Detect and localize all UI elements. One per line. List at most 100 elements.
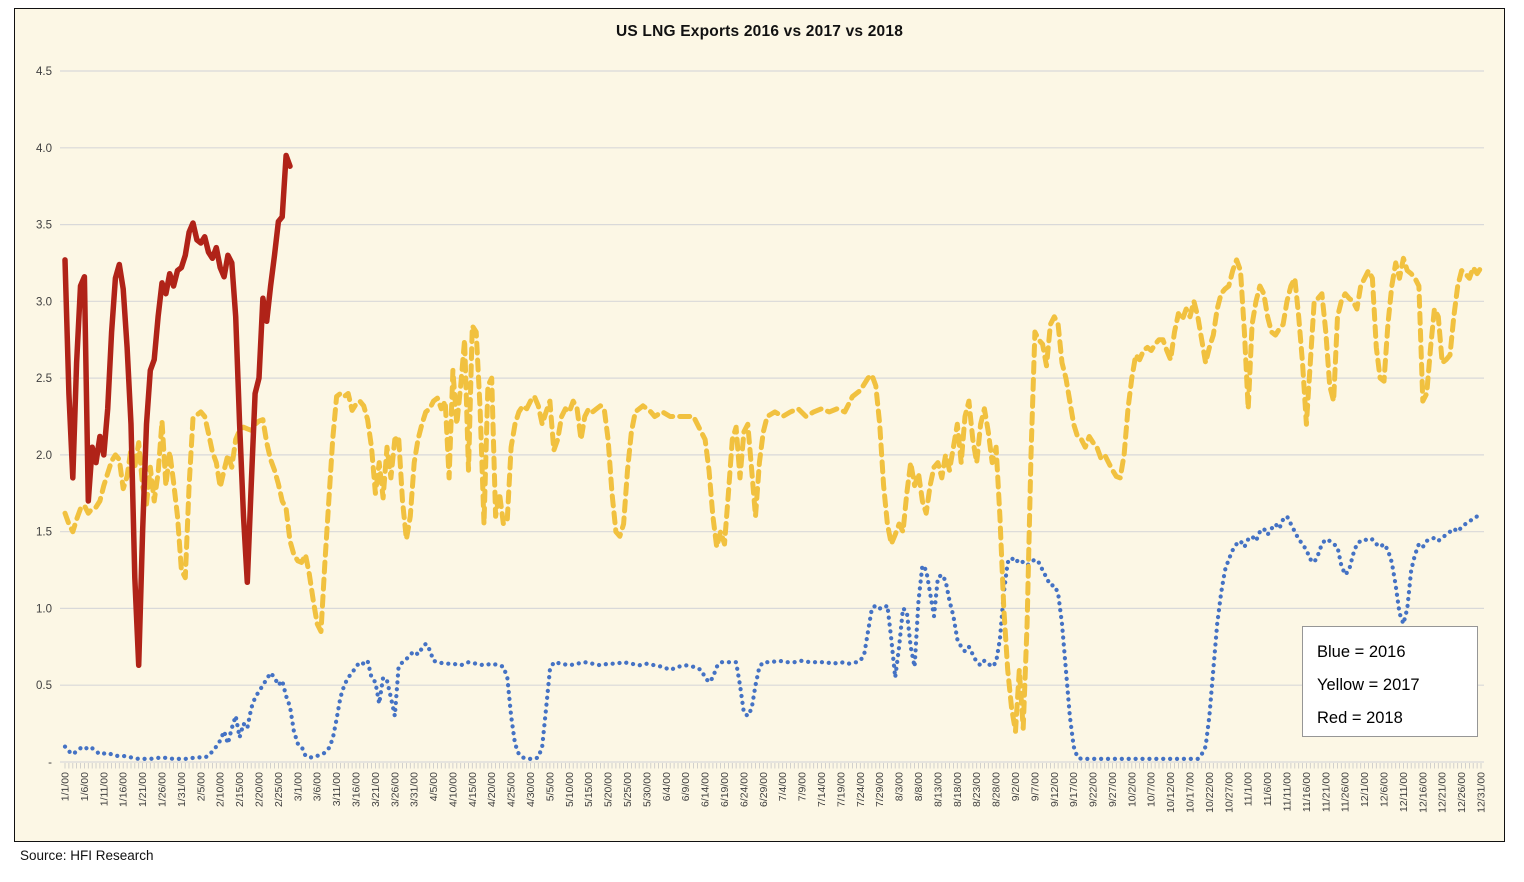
svg-text:12/21/00: 12/21/00 xyxy=(1437,772,1449,813)
svg-text:12/1/00: 12/1/00 xyxy=(1359,772,1371,807)
svg-text:1/31/00: 1/31/00 xyxy=(176,772,188,807)
svg-text:4/25/00: 4/25/00 xyxy=(506,772,518,807)
svg-text:6/4/00: 6/4/00 xyxy=(661,772,673,801)
gridlines xyxy=(60,70,1484,763)
svg-text:8/3/00: 8/3/00 xyxy=(894,772,906,801)
legend-line-2017: Yellow = 2017 xyxy=(1317,676,1420,694)
svg-text:9/22/00: 9/22/00 xyxy=(1088,772,1100,807)
svg-text:10/27/00: 10/27/00 xyxy=(1223,772,1235,813)
svg-text:5/10/00: 5/10/00 xyxy=(564,772,576,807)
svg-text:10/22/00: 10/22/00 xyxy=(1204,772,1216,813)
svg-text:7/24/00: 7/24/00 xyxy=(855,772,867,807)
svg-text:10/2/00: 10/2/00 xyxy=(1126,772,1138,807)
svg-text:3.0: 3.0 xyxy=(36,296,52,308)
svg-text:8/8/00: 8/8/00 xyxy=(913,772,925,801)
svg-text:7/4/00: 7/4/00 xyxy=(777,772,789,801)
svg-text:6/29/00: 6/29/00 xyxy=(758,772,770,807)
svg-text:1/1/00: 1/1/00 xyxy=(60,772,72,801)
svg-text:7/9/00: 7/9/00 xyxy=(797,772,809,801)
svg-text:5/5/00: 5/5/00 xyxy=(544,772,556,801)
series-2016-line xyxy=(62,511,1484,761)
series-2018-line xyxy=(62,152,293,669)
svg-text:3.5: 3.5 xyxy=(36,220,52,232)
svg-text:11/16/00: 11/16/00 xyxy=(1301,772,1313,812)
svg-text:7/19/00: 7/19/00 xyxy=(835,772,847,807)
legend-box: Blue = 2016 Yellow = 2017 Red = 2018 xyxy=(1302,626,1478,737)
svg-text:8/23/00: 8/23/00 xyxy=(971,772,983,807)
svg-text:3/31/00: 3/31/00 xyxy=(409,772,421,807)
series-2017-line xyxy=(62,255,1484,734)
svg-text:10/7/00: 10/7/00 xyxy=(1146,772,1158,807)
svg-text:3/21/00: 3/21/00 xyxy=(370,772,382,807)
svg-text:4/15/00: 4/15/00 xyxy=(467,772,479,807)
svg-text:9/7/00: 9/7/00 xyxy=(1029,772,1041,801)
svg-text:9/2/00: 9/2/00 xyxy=(1010,772,1022,801)
svg-text:2.5: 2.5 xyxy=(36,373,52,385)
svg-text:2/25/00: 2/25/00 xyxy=(273,772,285,807)
svg-text:1.5: 1.5 xyxy=(36,527,52,539)
svg-text:12/31/00: 12/31/00 xyxy=(1476,772,1488,813)
legend-line-2016: Blue = 2016 xyxy=(1317,643,1406,661)
svg-text:12/6/00: 12/6/00 xyxy=(1379,772,1391,807)
svg-text:10/17/00: 10/17/00 xyxy=(1185,772,1197,813)
svg-text:11/26/00: 11/26/00 xyxy=(1340,772,1352,812)
svg-text:-: - xyxy=(48,757,52,769)
svg-text:2/20/00: 2/20/00 xyxy=(254,772,266,807)
svg-text:9/12/00: 9/12/00 xyxy=(1049,772,1061,807)
legend-line-2018: Red = 2018 xyxy=(1317,709,1403,727)
svg-text:4.0: 4.0 xyxy=(36,143,52,155)
chart-title: US LNG Exports 2016 vs 2017 vs 2018 xyxy=(615,23,904,40)
svg-text:8/13/00: 8/13/00 xyxy=(932,772,944,807)
svg-text:8/28/00: 8/28/00 xyxy=(991,772,1003,807)
svg-text:6/24/00: 6/24/00 xyxy=(738,772,750,807)
svg-text:3/11/00: 3/11/00 xyxy=(331,772,343,806)
svg-text:1/26/00: 1/26/00 xyxy=(157,772,169,807)
svg-text:1/21/00: 1/21/00 xyxy=(137,772,149,807)
svg-text:5/15/00: 5/15/00 xyxy=(583,772,595,807)
source-note: Source: HFI Research xyxy=(20,848,154,863)
svg-text:0.5: 0.5 xyxy=(36,680,52,692)
svg-text:5/20/00: 5/20/00 xyxy=(603,772,615,807)
svg-text:7/29/00: 7/29/00 xyxy=(874,772,886,807)
svg-text:9/17/00: 9/17/00 xyxy=(1068,772,1080,807)
svg-text:9/27/00: 9/27/00 xyxy=(1107,772,1119,807)
svg-text:1/11/00: 1/11/00 xyxy=(98,772,110,806)
x-axis-labels: 1/1/00 1/6/00 1/11/00 1/16/00 1/21/00 1/26/00… xyxy=(60,772,1488,813)
x-axis-minor-ticks xyxy=(64,763,1482,769)
svg-text:6/9/00: 6/9/00 xyxy=(680,772,692,801)
chart-frame: US LNG Exports 2016 vs 2017 vs 2018 xyxy=(14,8,1505,842)
svg-text:5/30/00: 5/30/00 xyxy=(641,772,653,807)
svg-text:6/14/00: 6/14/00 xyxy=(700,772,712,807)
svg-text:11/1/00: 11/1/00 xyxy=(1243,772,1255,806)
svg-text:4.5: 4.5 xyxy=(36,66,52,78)
svg-text:3/16/00: 3/16/00 xyxy=(351,772,363,807)
svg-text:2/10/00: 2/10/00 xyxy=(215,772,227,807)
svg-text:12/16/00: 12/16/00 xyxy=(1417,772,1429,813)
svg-text:3/26/00: 3/26/00 xyxy=(389,772,401,807)
svg-text:4/10/00: 4/10/00 xyxy=(447,772,459,807)
svg-text:12/11/00: 12/11/00 xyxy=(1398,772,1410,812)
svg-text:4/30/00: 4/30/00 xyxy=(525,772,537,807)
svg-text:2/15/00: 2/15/00 xyxy=(234,772,246,807)
svg-text:11/11/00: 11/11/00 xyxy=(1282,772,1294,811)
svg-text:12/26/00: 12/26/00 xyxy=(1456,772,1468,813)
svg-text:1.0: 1.0 xyxy=(36,603,52,615)
svg-text:6/19/00: 6/19/00 xyxy=(719,772,731,807)
svg-text:3/1/00: 3/1/00 xyxy=(292,772,304,801)
svg-text:11/6/00: 11/6/00 xyxy=(1262,772,1274,806)
svg-text:10/12/00: 10/12/00 xyxy=(1165,772,1177,813)
svg-text:2.0: 2.0 xyxy=(36,450,52,462)
svg-text:3/6/00: 3/6/00 xyxy=(312,772,324,801)
svg-text:4/5/00: 4/5/00 xyxy=(428,772,440,801)
svg-text:1/6/00: 1/6/00 xyxy=(79,772,91,801)
y-axis-labels: 4.5 4.0 3.5 3.0 2.5 2.0 1.5 1.0 0.5 - xyxy=(36,66,52,769)
svg-text:4/20/00: 4/20/00 xyxy=(486,772,498,807)
svg-text:5/25/00: 5/25/00 xyxy=(622,772,634,807)
svg-text:2/5/00: 2/5/00 xyxy=(195,772,207,801)
svg-text:1/16/00: 1/16/00 xyxy=(118,772,130,807)
svg-text:11/21/00: 11/21/00 xyxy=(1320,772,1332,812)
svg-text:7/14/00: 7/14/00 xyxy=(816,772,828,807)
svg-text:8/18/00: 8/18/00 xyxy=(952,772,964,807)
